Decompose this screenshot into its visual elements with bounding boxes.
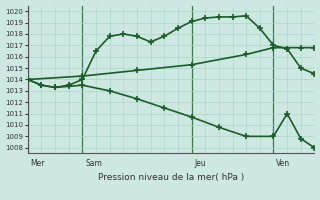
Text: Ven: Ven bbox=[276, 159, 290, 168]
Text: Sam: Sam bbox=[85, 159, 102, 168]
Text: Jeu: Jeu bbox=[194, 159, 206, 168]
Text: Mer: Mer bbox=[30, 159, 45, 168]
Text: Pression niveau de la mer( hPa ): Pression niveau de la mer( hPa ) bbox=[98, 173, 244, 182]
